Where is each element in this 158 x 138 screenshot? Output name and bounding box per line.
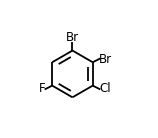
Text: Br: Br xyxy=(66,31,79,44)
Text: F: F xyxy=(39,82,46,95)
Text: Cl: Cl xyxy=(99,82,111,95)
Text: Br: Br xyxy=(99,53,112,66)
